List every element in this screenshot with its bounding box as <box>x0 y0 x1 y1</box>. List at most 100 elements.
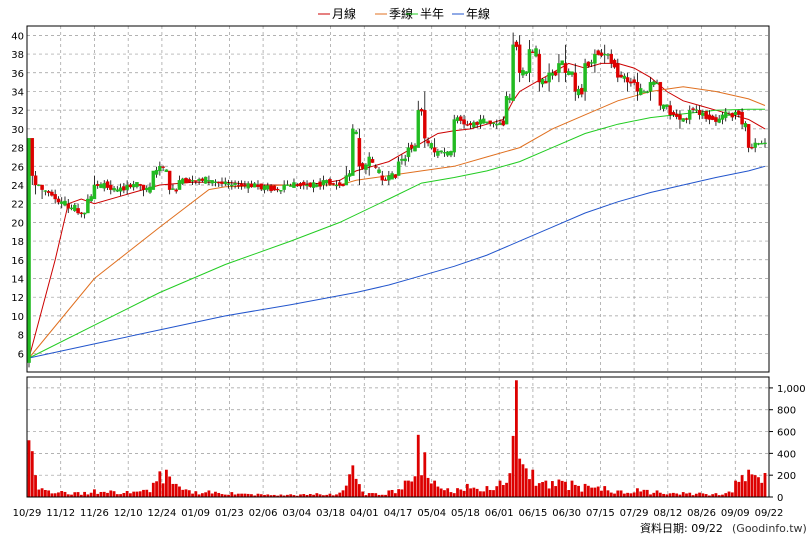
candle <box>377 167 381 174</box>
candle <box>580 83 584 98</box>
candle <box>573 63 578 101</box>
candle <box>295 183 299 188</box>
candle <box>354 129 358 135</box>
candle <box>560 60 564 66</box>
candle <box>534 45 538 58</box>
volume-bar <box>27 440 31 497</box>
volume-bar <box>305 494 309 497</box>
volume-bar <box>508 473 512 497</box>
volume-bar <box>135 491 139 497</box>
candle <box>364 163 368 175</box>
volume-bar <box>158 471 162 497</box>
volume-bar <box>178 486 181 497</box>
candle <box>426 137 430 147</box>
volume-bar <box>407 480 410 497</box>
volume-bar <box>338 492 342 497</box>
volume-bar <box>420 475 423 497</box>
price-gridlines <box>26 26 770 497</box>
volume-bar <box>129 493 132 497</box>
price-axis-ticks: 6 8 10 12 14 16 18 20 22 24 26 28 30 32 34 36 38 40 <box>11 31 24 360</box>
candle <box>171 184 175 191</box>
candle <box>46 189 51 197</box>
date-tick-label: 03/04 <box>282 508 311 519</box>
volume-bar <box>43 489 47 497</box>
candle <box>285 180 290 186</box>
volume-bar <box>606 490 610 497</box>
volume-bar <box>416 434 420 497</box>
price-tick-label: 28 <box>11 144 24 155</box>
candle <box>164 169 169 173</box>
candle <box>658 81 663 111</box>
date-tick-label: 08/12 <box>653 508 682 519</box>
volume-bar <box>694 493 698 497</box>
candle <box>341 183 345 187</box>
price-tick-label: 10 <box>11 312 24 323</box>
candle <box>226 179 231 189</box>
candle <box>357 128 362 185</box>
volume-bar <box>443 490 446 497</box>
volume-bar <box>750 474 754 497</box>
volume-bar <box>495 486 499 497</box>
volume-bar <box>171 483 175 497</box>
volume-bar <box>701 493 705 497</box>
candle <box>33 170 38 195</box>
date-tick-label: 04/01 <box>350 508 379 519</box>
candle <box>524 71 528 77</box>
volume-bar <box>449 492 453 497</box>
price-tick-label: 20 <box>11 218 24 229</box>
date-tick-label: 06/30 <box>552 508 581 519</box>
volume-bar <box>50 493 54 497</box>
candle <box>468 121 473 130</box>
candle <box>697 105 702 120</box>
candle <box>409 142 414 153</box>
price-tick-label: 40 <box>11 31 24 42</box>
volume-bar <box>593 487 597 497</box>
volume-bar <box>115 494 119 497</box>
volume-bar <box>57 492 60 497</box>
candle <box>161 165 165 172</box>
volume-bar <box>60 491 64 497</box>
date-tick-label: 05/04 <box>417 508 446 519</box>
date-tick-label: 06/15 <box>518 508 547 519</box>
volume-bar <box>181 489 185 497</box>
volume-bar <box>740 475 744 497</box>
candle <box>602 44 607 64</box>
volume-bar <box>79 494 83 497</box>
candle <box>151 170 156 190</box>
volume-bar <box>204 492 208 497</box>
date-tick-label: 08/26 <box>687 508 716 519</box>
candle <box>714 114 718 126</box>
candle <box>145 185 149 193</box>
volume-bar <box>577 485 580 497</box>
candle <box>445 151 450 157</box>
candle <box>239 180 244 190</box>
candle <box>481 115 486 124</box>
candle <box>351 124 355 176</box>
volume-bar <box>501 485 505 497</box>
candle <box>89 194 93 203</box>
candle <box>419 107 424 116</box>
volume-bar <box>223 494 227 497</box>
volume-bar <box>724 493 728 497</box>
candle <box>452 114 456 157</box>
candle <box>540 78 545 88</box>
volume-bar <box>308 494 312 497</box>
date-tick-label: 04/17 <box>384 508 413 519</box>
volume-bar <box>675 493 679 497</box>
volume-bar <box>711 494 715 497</box>
candle <box>115 186 120 193</box>
volume-bar <box>390 489 394 497</box>
volume-bar <box>66 494 70 497</box>
volume-bar <box>534 485 538 497</box>
candle <box>429 142 434 150</box>
price-tick-label: 32 <box>11 106 24 117</box>
candle <box>455 115 460 124</box>
volume-bar <box>570 480 574 497</box>
candle <box>416 100 421 148</box>
candle <box>128 183 133 189</box>
date-tick-label: 10/29 <box>13 508 42 519</box>
candle <box>194 180 198 185</box>
volume-bar <box>465 483 469 497</box>
volume-bar <box>688 492 692 497</box>
